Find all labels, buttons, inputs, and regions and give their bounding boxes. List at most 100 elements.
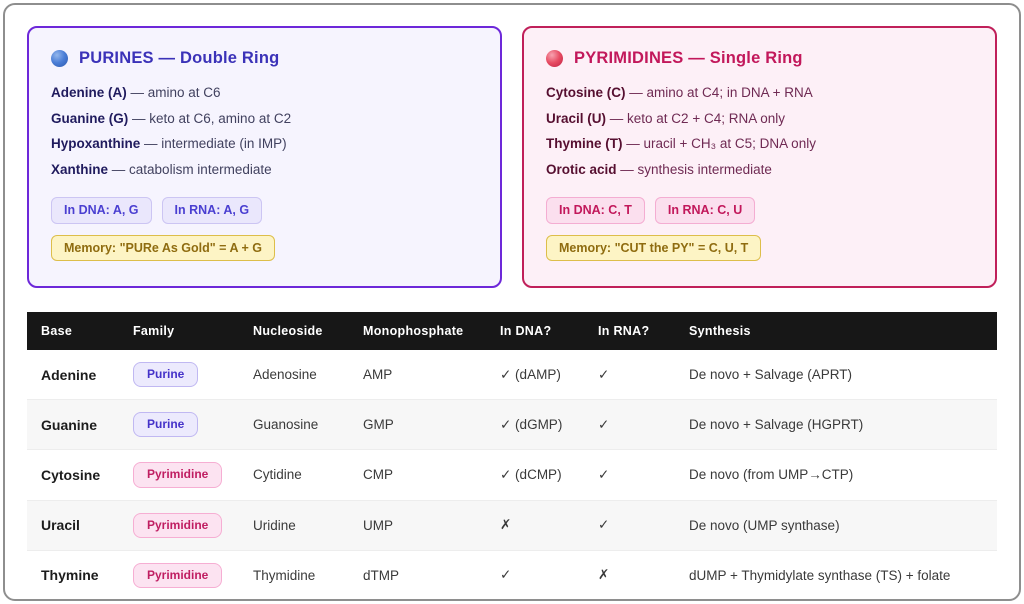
base-desc: — uracil + CH₃ at C5; DNA only xyxy=(626,136,816,152)
list-item: Uracil (U) — keto at C2 + C4; RNA only xyxy=(546,110,973,126)
base-desc: — intermediate (in IMP) xyxy=(144,136,287,152)
in-dna-cell: ✓ (dGMP) xyxy=(486,399,584,451)
dna-badge: In DNA: A, G xyxy=(51,197,152,224)
family-badge: Pyrimidine xyxy=(133,562,223,588)
family-cell: Pyrimidine xyxy=(119,449,239,501)
col-header-in-rna: In RNA? xyxy=(584,312,675,350)
base-name: Orotic acid xyxy=(546,162,617,178)
base-desc: — keto at C6, amino at C2 xyxy=(132,110,292,126)
nucleotide-table-wrap: Base Family Nucleoside Monophosphate In … xyxy=(27,312,997,599)
list-item: Xanthine — catabolism intermediate xyxy=(51,162,478,178)
base-name: Adenine (A) xyxy=(51,85,127,100)
nucleotide-table: Base Family Nucleoside Monophosphate In … xyxy=(27,312,997,599)
family-cell: Purine xyxy=(119,399,239,451)
base-name: Guanine (G) xyxy=(51,110,129,126)
in-rna-cell: ✓ xyxy=(584,399,675,451)
list-item: Hypoxanthine — intermediate (in IMP) xyxy=(51,137,478,151)
base-cell: Adenine xyxy=(27,350,119,401)
purines-badge-row: In DNA: A, G In RNA: A, G xyxy=(51,197,478,224)
base-name: Hypoxanthine xyxy=(51,136,141,152)
table-row-thymine: Thymine Pyrimidine Thymidine dTMP ✓ ✗ dU… xyxy=(27,550,997,599)
pyrimidines-card-title: PYRIMIDINES — Single Ring xyxy=(546,49,973,68)
nucleoside-cell: Adenosine xyxy=(239,350,349,401)
base-cell: Guanine xyxy=(27,399,119,451)
table-row-guanine: Guanine Purine Guanosine GMP ✓ (dGMP) ✓ … xyxy=(27,399,997,451)
base-desc: — keto at C2 + C4; RNA only xyxy=(609,110,785,126)
in-dna-cell: ✓ (dCMP) xyxy=(486,449,584,501)
in-rna-cell: ✗ xyxy=(584,550,675,599)
memory-badge: Memory: "CUT the PY" = C, U, T xyxy=(546,234,762,262)
memory-badge: Memory: "PURe As Gold" = A + G xyxy=(51,234,276,262)
list-item: Thymine (T) — uracil + CH₃ at C5; DNA on… xyxy=(546,137,973,151)
synthesis-cell: De novo + Salvage (HGPRT) xyxy=(675,399,997,451)
synthesis-cell: De novo + Salvage (APRT) xyxy=(675,350,997,401)
family-cell: Pyrimidine xyxy=(119,500,239,551)
family-badge: Pyrimidine xyxy=(133,462,223,488)
pyrimidines-title-text: PYRIMIDINES — Single Ring xyxy=(574,49,803,67)
family-badge: Purine xyxy=(133,362,199,388)
monophosphate-cell: AMP xyxy=(349,350,486,401)
pyrimidines-badge-row: In DNA: C, T In RNA: C, U xyxy=(546,197,973,224)
table-row-cytosine: Cytosine Pyrimidine Cytidine CMP ✓ (dCMP… xyxy=(27,449,997,501)
in-dna-cell: ✓ xyxy=(486,550,584,599)
purines-title-text: PURINES — Double Ring xyxy=(79,49,280,67)
in-rna-cell: ✓ xyxy=(584,500,675,551)
col-header-family: Family xyxy=(119,312,239,350)
purines-item-list: Adenine (A) — amino at C6 Guanine (G) — … xyxy=(51,85,478,178)
col-header-monophosphate: Monophosphate xyxy=(349,312,486,350)
base-name: Thymine (T) xyxy=(546,136,623,152)
family-cell: Pyrimidine xyxy=(119,550,239,599)
col-header-nucleoside: Nucleoside xyxy=(239,312,349,350)
list-item: Guanine (G) — keto at C6, amino at C2 xyxy=(51,110,478,126)
rna-badge: In RNA: A, G xyxy=(161,197,263,224)
page: PURINES — Double Ring Adenine (A) — amin… xyxy=(3,3,1021,601)
col-header-synthesis: Synthesis xyxy=(675,312,997,350)
synthesis-cell: dUMP + Thymidylate synthase (TS) + folat… xyxy=(675,550,997,599)
base-desc: — catabolism intermediate xyxy=(111,162,272,178)
in-dna-cell: ✗ xyxy=(486,500,584,551)
base-name: Cytosine (C) xyxy=(546,85,626,100)
nucleoside-cell: Cytidine xyxy=(239,449,349,501)
list-item: Orotic acid — synthesis intermediate xyxy=(546,162,973,178)
nucleoside-cell: Uridine xyxy=(239,500,349,551)
base-name: Xanthine xyxy=(51,162,109,178)
nucleoside-cell: Guanosine xyxy=(239,399,349,451)
red-circle-icon xyxy=(546,50,563,67)
monophosphate-cell: UMP xyxy=(349,500,486,551)
in-rna-cell: ✓ xyxy=(584,350,675,401)
blue-circle-icon xyxy=(51,50,68,67)
synthesis-cell: De novo (from UMP→CTP) xyxy=(675,449,997,501)
col-header-base: Base xyxy=(27,312,119,350)
base-name: Uracil (U) xyxy=(546,110,607,126)
summary-cards: PURINES — Double Ring Adenine (A) — amin… xyxy=(5,5,1019,288)
monophosphate-cell: CMP xyxy=(349,449,486,501)
monophosphate-cell: GMP xyxy=(349,399,486,451)
table-row-uracil: Uracil Pyrimidine Uridine UMP ✗ ✓ De nov… xyxy=(27,500,997,551)
base-cell: Thymine xyxy=(27,550,119,599)
monophosphate-cell: dTMP xyxy=(349,550,486,599)
purines-card: PURINES — Double Ring Adenine (A) — amin… xyxy=(27,26,502,288)
base-desc: — amino at C6 xyxy=(130,85,221,100)
col-header-in-dna: In DNA? xyxy=(486,312,584,350)
synthesis-cell: De novo (UMP synthase) xyxy=(675,500,997,551)
in-dna-cell: ✓ (dAMP) xyxy=(486,350,584,401)
purines-memory-row: Memory: "PURe As Gold" = A + G xyxy=(51,234,478,262)
family-badge: Pyrimidine xyxy=(133,512,223,538)
base-cell: Uracil xyxy=(27,500,119,551)
family-cell: Purine xyxy=(119,350,239,401)
pyrimidines-memory-row: Memory: "CUT the PY" = C, U, T xyxy=(546,234,973,262)
nucleoside-cell: Thymidine xyxy=(239,550,349,599)
purines-card-title: PURINES — Double Ring xyxy=(51,49,478,68)
family-badge: Purine xyxy=(133,412,199,438)
table-row-adenine: Adenine Purine Adenosine AMP ✓ (dAMP) ✓ … xyxy=(27,350,997,401)
list-item: Cytosine (C) — amino at C4; in DNA + RNA xyxy=(546,85,973,100)
dna-badge: In DNA: C, T xyxy=(546,197,645,224)
pyrimidines-item-list: Cytosine (C) — amino at C4; in DNA + RNA… xyxy=(546,85,973,178)
base-desc: — amino at C4; in DNA + RNA xyxy=(629,85,813,100)
pyrimidines-card: PYRIMIDINES — Single Ring Cytosine (C) —… xyxy=(522,26,997,288)
base-cell: Cytosine xyxy=(27,449,119,501)
table-header-row: Base Family Nucleoside Monophosphate In … xyxy=(27,312,997,350)
base-desc: — synthesis intermediate xyxy=(620,162,772,178)
in-rna-cell: ✓ xyxy=(584,449,675,501)
list-item: Adenine (A) — amino at C6 xyxy=(51,85,478,100)
